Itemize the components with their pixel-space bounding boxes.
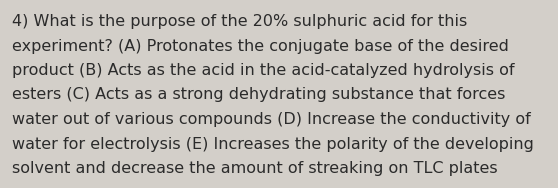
Text: experiment? (A) Protonates the conjugate base of the desired: experiment? (A) Protonates the conjugate… [12,39,509,54]
Text: esters (C) Acts as a strong dehydrating substance that forces: esters (C) Acts as a strong dehydrating … [12,87,506,102]
Text: water out of various compounds (D) Increase the conductivity of: water out of various compounds (D) Incre… [12,112,531,127]
Text: solvent and decrease the amount of streaking on TLC plates: solvent and decrease the amount of strea… [12,161,498,176]
Text: water for electrolysis (E) Increases the polarity of the developing: water for electrolysis (E) Increases the… [12,136,534,152]
Text: 4) What is the purpose of the 20% sulphuric acid for this: 4) What is the purpose of the 20% sulphu… [12,14,467,29]
Text: product (B) Acts as the acid in the acid-catalyzed hydrolysis of: product (B) Acts as the acid in the acid… [12,63,514,78]
